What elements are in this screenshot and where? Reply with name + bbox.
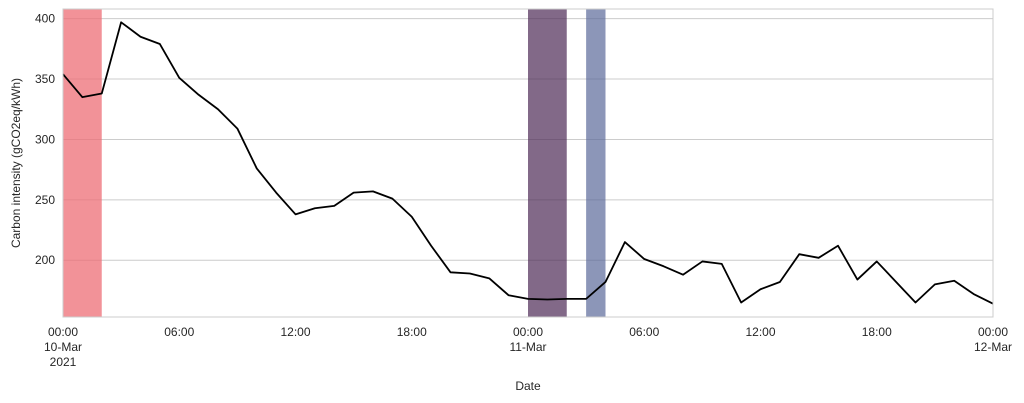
plot-frame	[62, 8, 994, 318]
y-tick-label: 350	[35, 72, 55, 86]
x-tick-label: 00:00 12-Mar	[974, 325, 1012, 354]
series-line-1	[62, 21, 994, 305]
highlight-band-3	[586, 9, 606, 317]
y-axis-ticks: 200 250 300 350 400	[35, 12, 55, 268]
x-tick-label: 00:00 11-Mar	[509, 325, 546, 354]
x-tick-label: 18:00	[862, 325, 892, 339]
highlighted-periods	[63, 9, 606, 317]
y-tick-label: 300	[35, 132, 55, 146]
highlight-band-1	[63, 9, 102, 317]
x-tick-label: 00:00 10-Mar 2021	[44, 325, 82, 369]
x-tick-label: 12:00	[745, 325, 775, 339]
x-tick-label: 12:00	[280, 325, 310, 339]
highlight-band-2	[528, 9, 567, 317]
x-axis-ticks: 00:00 10-Mar 2021 06:00 12:00 18:00 00:00 11-Ma…	[44, 325, 1012, 369]
y-axis-title: Carbon intensity (gCO2eq/kWh)	[9, 78, 23, 248]
x-tick-label: 06:00	[629, 325, 659, 339]
x-tick-label: 06:00	[164, 325, 194, 339]
x-axis-title: Date	[515, 379, 541, 393]
x-tick-label: 18:00	[397, 325, 427, 339]
series-lines	[62, 21, 994, 305]
y-tick-label: 200	[35, 253, 55, 267]
y-tick-label: 400	[35, 12, 55, 26]
y-tick-label: 250	[35, 193, 55, 207]
